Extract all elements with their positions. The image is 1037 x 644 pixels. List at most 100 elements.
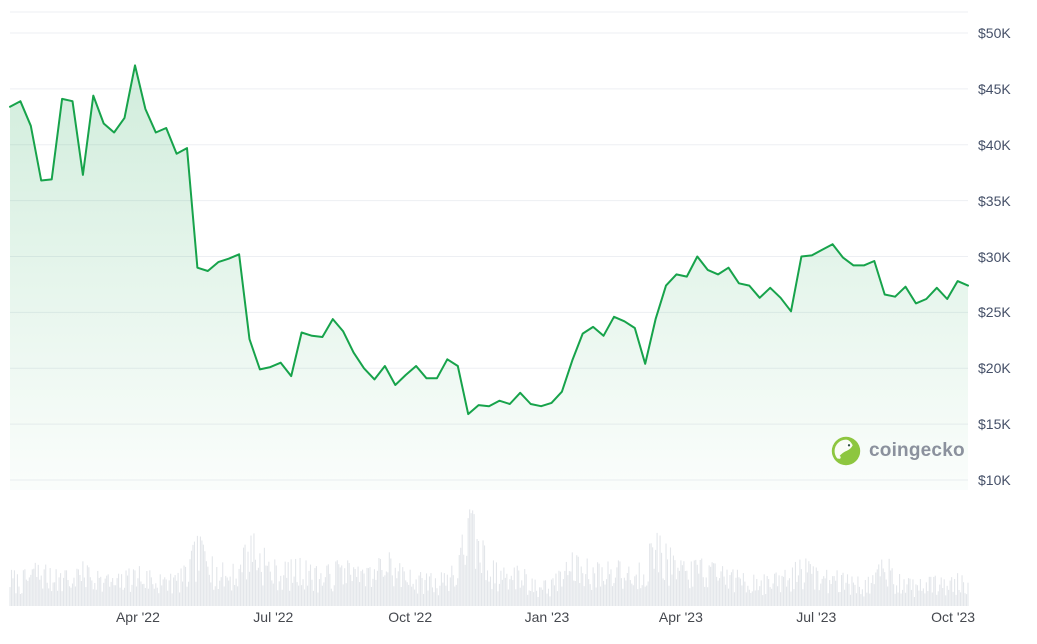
volume-bar bbox=[774, 573, 776, 606]
volume-bar bbox=[40, 575, 42, 606]
volume-bar bbox=[924, 593, 926, 606]
volume-bar bbox=[869, 593, 871, 606]
volume-bar bbox=[437, 595, 439, 606]
x-axis-label: Apr '22 bbox=[115, 609, 160, 625]
volume-bar bbox=[906, 584, 908, 606]
volume-bar bbox=[253, 533, 255, 606]
volume-bar bbox=[894, 593, 896, 606]
volume-bar bbox=[287, 562, 289, 606]
volume-bar bbox=[146, 570, 148, 606]
volume-bar bbox=[689, 588, 691, 606]
volume-bar bbox=[442, 582, 444, 606]
volume-bar bbox=[396, 578, 398, 606]
volume-bar bbox=[528, 590, 530, 606]
volume-bar bbox=[550, 579, 553, 606]
volume-bar bbox=[558, 570, 560, 606]
volume-bar bbox=[939, 584, 941, 606]
volume-bar bbox=[820, 583, 822, 606]
volume-bar bbox=[778, 575, 780, 606]
volume-bar bbox=[921, 590, 923, 606]
volume-bar bbox=[656, 532, 658, 606]
volume-bar bbox=[879, 576, 881, 606]
volume-bar bbox=[611, 586, 614, 606]
volume-bar bbox=[446, 574, 448, 606]
volume-bar bbox=[663, 580, 666, 606]
volume-bar bbox=[512, 580, 514, 606]
volume-bar bbox=[373, 569, 376, 606]
volume-bar bbox=[794, 561, 796, 606]
volume-bar bbox=[705, 577, 707, 606]
volume-bar bbox=[930, 576, 932, 606]
volume-bar bbox=[488, 581, 490, 606]
volume-bar bbox=[131, 584, 133, 606]
volume-bar bbox=[433, 592, 435, 606]
volume-bar bbox=[394, 567, 396, 606]
volume-bar bbox=[315, 566, 317, 606]
volume-bar bbox=[467, 518, 469, 606]
volume-bar bbox=[659, 535, 661, 606]
volume-bar bbox=[890, 570, 892, 606]
volume-bar bbox=[521, 580, 523, 606]
volume-bar bbox=[782, 576, 785, 606]
volume-bar bbox=[164, 577, 166, 606]
volume-bar bbox=[503, 567, 505, 606]
volume-bar bbox=[497, 591, 499, 606]
volume-bar bbox=[79, 574, 81, 606]
volume-bar bbox=[283, 575, 285, 606]
volume-bar bbox=[140, 581, 142, 606]
volume-bar bbox=[118, 573, 120, 606]
volume-bar bbox=[601, 567, 603, 606]
volume-bar bbox=[784, 569, 786, 606]
volume-bar bbox=[10, 569, 13, 606]
volume-bar bbox=[271, 580, 273, 606]
volume-bar bbox=[71, 583, 74, 606]
volume-bar bbox=[516, 565, 518, 606]
volume-bar bbox=[661, 552, 663, 606]
volume-bar bbox=[399, 563, 401, 606]
x-axis-label: Jan '23 bbox=[524, 609, 570, 625]
volume-bar bbox=[121, 574, 123, 606]
volume-bar bbox=[814, 589, 816, 606]
volume-bar bbox=[244, 544, 246, 606]
volume-bar bbox=[571, 552, 573, 606]
volume-bar bbox=[225, 575, 227, 606]
volume-bar bbox=[608, 574, 611, 606]
volume-bar bbox=[213, 589, 215, 606]
volume-bar bbox=[671, 574, 673, 606]
volume-bar bbox=[934, 575, 936, 606]
volume-bar bbox=[137, 578, 139, 606]
volume-bar bbox=[357, 566, 359, 606]
volume-bar bbox=[811, 573, 813, 606]
volume-bar bbox=[530, 590, 532, 606]
volume-bar bbox=[231, 590, 233, 606]
volume-bar bbox=[722, 566, 724, 606]
volume-bar bbox=[552, 578, 554, 606]
volume-bar bbox=[196, 535, 198, 606]
volume-bar bbox=[298, 585, 300, 606]
volume-bar bbox=[625, 580, 627, 606]
volume-bar bbox=[674, 560, 676, 606]
volume-bar bbox=[501, 579, 503, 606]
volume-bar bbox=[952, 591, 954, 606]
volume-bar bbox=[190, 550, 193, 606]
volume-bar bbox=[457, 578, 459, 606]
volume-bar bbox=[104, 578, 106, 606]
volume-bar bbox=[824, 578, 826, 606]
volume-bar bbox=[449, 577, 451, 606]
volume-bar bbox=[713, 563, 715, 606]
volume-bar bbox=[547, 588, 550, 606]
volume-bar bbox=[724, 584, 727, 606]
volume-bar bbox=[469, 509, 471, 606]
volume-bar bbox=[771, 588, 773, 606]
volume-bar bbox=[589, 584, 591, 606]
volume-bar bbox=[539, 587, 541, 606]
volume-bar bbox=[106, 575, 108, 606]
volume-bar bbox=[229, 576, 231, 606]
volume-bars bbox=[9, 509, 969, 606]
volume-bar bbox=[707, 587, 709, 606]
volume-bar bbox=[339, 567, 341, 606]
volume-bar bbox=[67, 580, 69, 606]
volume-bar bbox=[98, 577, 100, 606]
volume-bar bbox=[293, 576, 295, 606]
